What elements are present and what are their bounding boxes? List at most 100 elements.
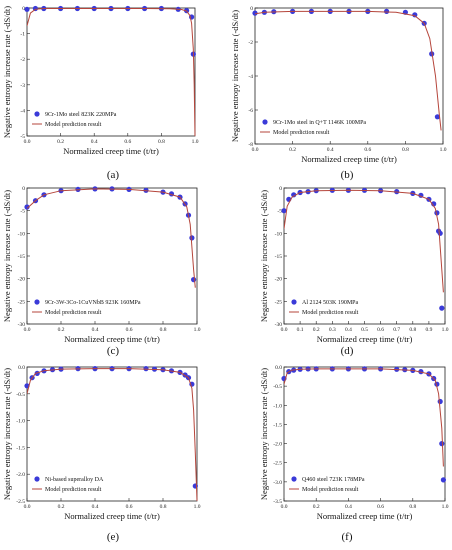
panel-label: (c) [107,345,120,357]
y-tick-label: -25 [275,299,283,305]
data-point [24,204,30,210]
x-axis-title: Normalized creep time (t/tr) [64,334,160,344]
model-prediction-line [27,8,196,136]
y-tick-label: -2.0 [16,472,25,478]
x-tick-label: 0.0 [281,327,288,333]
model-prediction-line [27,368,198,501]
x-tick-label: 0.0 [252,147,259,153]
x-axis-title: Normalized creep time (t/tr) [317,334,413,344]
legend-label-points: Al 2124 503K 190MPa [302,300,359,306]
x-tick-label: 0.8 [402,147,409,153]
x-tick-label: 0.7 [393,327,400,333]
legend-label-points: 9Cr-1Mo steel 823K 220MPa [45,112,117,118]
legend-label-points: 9Cr-3W-3Co-1CuVNbB 923K 160MPa [45,300,141,306]
chart-panel-2: 0.0 0.2 0.4 0.6 0.8 1.0 0 -2 -4 -6 -8 Normalized cr… [230,6,447,181]
model-prediction-line [27,188,196,288]
legend-label-line: Model prediction result [45,310,102,316]
y-tick-label: -6 [248,108,253,114]
data-point [191,277,197,283]
y-tick-label: -5 [277,209,282,215]
y-tick-label: 0.0 [275,365,282,371]
x-axis-title: Normalized creep time (t/tr) [301,154,397,164]
data-point [412,12,418,18]
y-tick-label: -2.5 [16,499,25,505]
y-tick-label: 0.0 [18,365,25,371]
x-tick-label: 0.3 [329,327,336,333]
y-tick-label: -4 [248,74,253,80]
model-prediction-line [284,368,444,467]
data-point [439,305,445,311]
data-point [291,192,297,198]
y-axis-title: Negative entropy increase rate (-dS/dt) [2,368,12,500]
panel-label: (f) [342,531,353,543]
y-tick-label: -20 [275,277,283,283]
legend-marker-points [262,119,268,125]
y-tick-label: -2 [248,40,253,46]
y-tick-label: 0 [22,186,25,192]
x-tick-label: 1.0 [194,504,201,510]
data-point [431,201,437,207]
data-point [189,235,195,241]
data-point [192,483,198,489]
x-tick-label: 0.2 [57,139,64,145]
chart-panel-1: 0.0 0.2 0.4 0.6 0.8 1.0 0 -1 -2 -3 -4 -5 Normalized … [2,6,199,181]
x-tick-label: 0.2 [58,504,65,510]
legend-box [30,109,150,130]
x-tick-label: 0.2 [289,147,296,153]
x-tick-label: 0.1 [297,327,304,333]
legend-box [30,474,150,495]
legend-label-points: 9Cr-1Mo steel in Q+T 1146K 100MPa [273,120,366,126]
panel-label: (b) [341,169,354,181]
data-point [24,6,30,12]
chart-panel-4: 0.0 0.1 0.2 0.3 0.4 0.5 0.6 0.7 0.8 0.9 1.0 0 -5 -10 -… [259,186,449,357]
x-tick-label: 0.8 [158,139,165,145]
legend-box [287,474,407,495]
y-tick-label: -5 [20,209,25,215]
y-tick-label: 0 [250,6,253,12]
data-point [440,477,446,483]
y-tick-label: -30 [275,322,283,328]
x-tick-label: 0.5 [361,327,368,333]
legend-box [258,117,378,138]
y-tick-label: -3.5 [273,499,282,505]
panel-label: (d) [341,345,354,357]
x-tick-label: 0.4 [327,147,334,153]
y-tick-label: -10 [18,231,26,237]
y-tick-label: -3 [20,83,25,89]
y-axis-title: Negative entropy increase rate (-dS/dt) [230,10,240,142]
panel-label: (a) [107,169,120,181]
y-tick-label: -15 [275,254,283,260]
x-tick-label: 0.4 [92,327,99,333]
y-tick-label: -4 [20,108,25,114]
y-tick-label: -2.0 [273,442,282,448]
x-tick-label: 0.8 [409,504,416,510]
x-tick-label: 0.8 [409,327,416,333]
y-axis-title: Negative entropy increase rate (-dS/dt) [259,368,269,500]
y-tick-label: -5 [20,134,25,140]
legend-label-line: Model prediction result [45,487,102,493]
x-tick-label: 0.0 [24,139,31,145]
y-tick-label: -2.5 [273,461,282,467]
legend-label-line: Model prediction result [302,487,359,493]
data-point [252,10,258,16]
y-tick-label: 0 [279,186,282,192]
legend-label-line: Model prediction result [273,130,330,136]
x-axis-title: Normalized creep time (t/tr) [64,511,160,521]
y-axis-title: Negative entropy increase rate (-dS/dt) [2,6,12,138]
x-tick-label: 0.4 [345,504,352,510]
data-point [434,114,440,120]
y-tick-label: -30 [18,322,26,328]
legend-label-points: Ni-based superalloy DA [45,477,104,483]
legend-marker-points [34,111,40,117]
y-tick-label: -3.0 [273,480,282,486]
legend-label-points: Q460 steel 723K 178MPa [302,477,365,483]
x-tick-label: 0.0 [281,504,288,510]
x-tick-label: 0.8 [160,504,167,510]
data-point [384,8,390,14]
x-tick-label: 1.0 [192,139,199,145]
x-tick-label: 0.0 [24,504,31,510]
chart-panel-5: 0.0 0.2 0.4 0.6 0.8 1.0 0.0 -0.5 -1.0 -1.5 -2.0 -2.… [2,365,201,543]
y-tick-label: -10 [275,231,283,237]
legend-box [30,297,150,318]
data-point [143,366,149,372]
